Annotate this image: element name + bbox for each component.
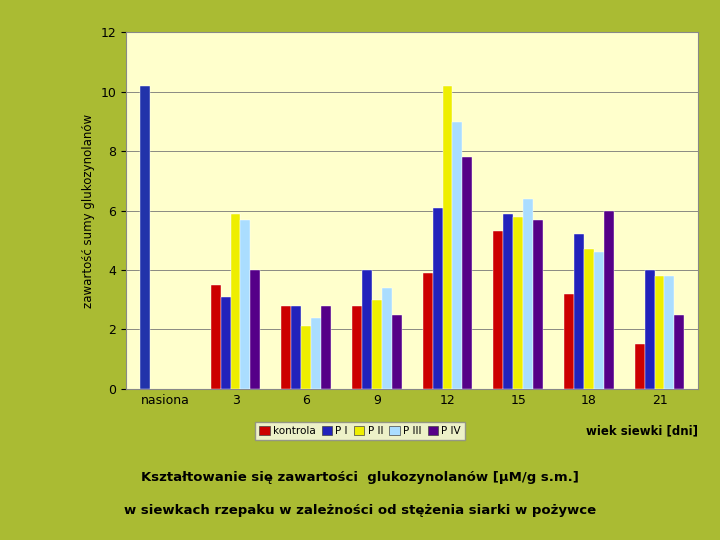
Text: Kształtowanie się zawartości  glukozynolanów [μM/g s.m.]: Kształtowanie się zawartości glukozynola… <box>141 471 579 484</box>
Bar <box>140 86 150 389</box>
Bar <box>433 207 443 389</box>
Text: wiek siewki [dni]: wiek siewki [dni] <box>586 424 698 437</box>
Bar <box>443 86 452 389</box>
Bar <box>584 249 594 389</box>
Bar <box>523 199 533 389</box>
Bar <box>382 288 392 389</box>
Bar <box>282 306 292 389</box>
Bar <box>533 219 543 389</box>
Bar <box>423 273 433 389</box>
Bar <box>452 122 462 389</box>
Bar <box>462 157 472 389</box>
Bar <box>392 314 402 389</box>
Bar <box>654 276 665 389</box>
Legend: kontrola, P I, P II, P III, P IV: kontrola, P I, P II, P III, P IV <box>255 422 465 440</box>
Bar <box>311 318 321 389</box>
Bar <box>251 270 260 389</box>
Bar <box>352 306 362 389</box>
Bar <box>513 217 523 389</box>
Bar <box>603 211 613 389</box>
Text: w siewkach rzepaku w zależności od stężenia siarki w pożywce: w siewkach rzepaku w zależności od stęże… <box>124 504 596 517</box>
Bar <box>292 306 301 389</box>
Bar <box>675 314 684 389</box>
Bar <box>635 345 644 389</box>
Bar <box>301 326 311 389</box>
Bar <box>665 276 675 389</box>
Bar <box>372 300 382 389</box>
Bar <box>321 306 331 389</box>
Bar <box>564 294 574 389</box>
Bar <box>240 219 251 389</box>
Bar <box>594 252 603 389</box>
Bar <box>493 231 503 389</box>
Bar <box>644 270 654 389</box>
Bar <box>230 213 240 389</box>
Bar <box>362 270 372 389</box>
Bar <box>574 234 584 389</box>
Bar <box>503 213 513 389</box>
Y-axis label: zawartość sumy glukozynolanów: zawartość sumy glukozynolanów <box>82 113 95 308</box>
Bar <box>221 297 230 389</box>
Bar <box>211 285 221 389</box>
